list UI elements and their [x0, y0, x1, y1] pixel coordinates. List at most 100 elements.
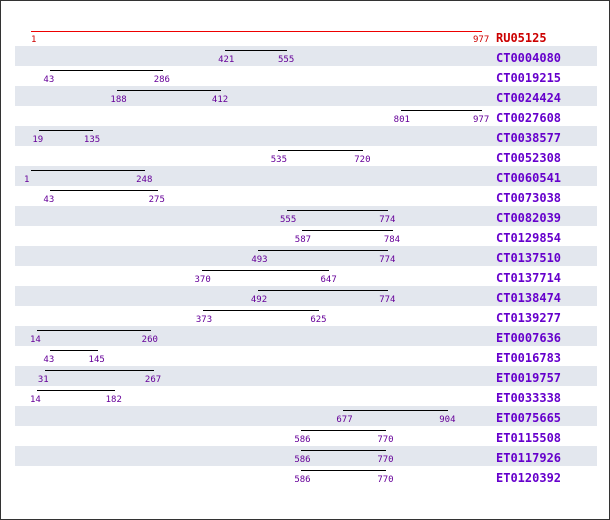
alignment-row: 555 774 CT0082039: [15, 206, 597, 226]
end-coordinate: 286: [153, 75, 170, 85]
alignment-row: 1 248 CT0060541: [15, 166, 597, 186]
start-coordinate: 493: [251, 255, 268, 265]
alignment-span-line: [117, 90, 221, 91]
sequence-id-link[interactable]: ET0016783: [496, 351, 562, 365]
start-coordinate: 586: [294, 475, 311, 485]
alignment-span-line: [301, 450, 387, 451]
end-coordinate: 774: [379, 255, 396, 265]
alignment-span-line: [31, 170, 146, 171]
end-coordinate: 770: [377, 435, 394, 445]
alignment-row: 43 286 CT0019215: [15, 66, 597, 86]
end-coordinate: 720: [354, 155, 371, 165]
sequence-id-link[interactable]: CT0138474: [496, 291, 562, 305]
alignment-row: 43 275 CT0073038: [15, 186, 597, 206]
alignment-row: 19 135 CT0038577: [15, 126, 597, 146]
start-coordinate: 373: [195, 315, 213, 325]
sequence-id-link[interactable]: CT0137714: [496, 271, 562, 285]
alignment-row: 188 412 CT0024424: [15, 86, 597, 106]
sequence-id-link[interactable]: CT0082039: [496, 211, 562, 225]
start-coordinate: 586: [294, 455, 311, 465]
sequence-id-link[interactable]: CT0038577: [496, 131, 562, 145]
end-coordinate: 135: [83, 135, 101, 145]
alignment-row: 586 770 ET0120392: [15, 466, 597, 486]
end-coordinate: 904: [439, 415, 456, 425]
alignment-row: 677 904 ET0075665: [15, 406, 597, 426]
start-coordinate: 188: [110, 95, 127, 105]
sequence-id-link[interactable]: CT0073038: [496, 191, 562, 205]
alignment-span-line: [257, 290, 389, 291]
alignment-row: 801 977 CT0027608: [15, 106, 597, 126]
reference-row: 1 977 RU05125: [15, 26, 597, 46]
sequence-id-link[interactable]: CT0129854: [496, 231, 562, 245]
sequence-id-link[interactable]: CT0052308: [496, 151, 562, 165]
start-coordinate: 43: [43, 75, 55, 85]
alignment-row: 587 784 CT0129854: [15, 226, 597, 246]
sequence-id-link[interactable]: ET0033338: [496, 391, 562, 405]
alignment-row: 535 720 CT0052308: [15, 146, 597, 166]
start-coordinate: 801: [393, 115, 410, 125]
alignment-span-line: [50, 350, 98, 351]
end-coordinate: 182: [105, 395, 122, 405]
end-coordinate: 625: [310, 315, 327, 325]
reference-id-link[interactable]: RU05125: [496, 31, 547, 45]
start-coordinate: 31: [37, 375, 49, 385]
alignment-span-line: [301, 230, 393, 231]
alignment-row: 586 770 ET0115508: [15, 426, 597, 446]
sequence-id-link[interactable]: ET0115508: [496, 431, 562, 445]
sequence-id-link[interactable]: CT0019215: [496, 71, 562, 85]
alignment-row: 421 555 CT0004080: [15, 46, 597, 66]
sequence-id-link[interactable]: CT0060541: [496, 171, 562, 185]
end-coordinate: 267: [144, 375, 162, 385]
alignment-span-line: [39, 130, 93, 131]
end-coordinate: 260: [141, 335, 158, 345]
alignment-span-line: [301, 470, 387, 471]
alignment-row: 370 647 CT0137714: [15, 266, 597, 286]
end-coordinate: 774: [379, 215, 396, 225]
start-coordinate: 19: [32, 135, 44, 145]
alignment-row: 493 774 CT0137510: [15, 246, 597, 266]
alignment-span-line: [400, 110, 482, 111]
sequence-id-link[interactable]: ET0117926: [496, 451, 562, 465]
start-coordinate: 1: [24, 175, 30, 185]
alignment-row: 14 260 ET0007636: [15, 326, 597, 346]
alignment-span-line: [37, 330, 151, 331]
end-coordinate: 977: [473, 115, 490, 125]
start-coordinate: 14: [30, 335, 41, 345]
end-coordinate: 555: [277, 55, 295, 65]
end-coordinate: 275: [148, 195, 165, 205]
sequence-id-link[interactable]: ET0075665: [496, 411, 562, 425]
end-coordinate: 770: [377, 455, 394, 465]
sequence-id-link[interactable]: ET0019757: [496, 371, 562, 385]
alignment-row: 14 182 ET0033338: [15, 386, 597, 406]
sequence-id-link[interactable]: CT0027608: [496, 111, 562, 125]
sequence-id-link[interactable]: CT0139277: [496, 311, 562, 325]
sequence-id-link[interactable]: ET0120392: [496, 471, 562, 485]
sequence-id-link[interactable]: CT0004080: [496, 51, 562, 65]
alignment-span-line: [44, 370, 154, 371]
sequence-id-link[interactable]: CT0137510: [496, 251, 562, 265]
sequence-id-link[interactable]: ET0007636: [496, 331, 562, 345]
start-coordinate: 1: [31, 35, 37, 45]
start-coordinate: 14: [30, 395, 41, 405]
alignment-row: 43 145 ET0016783: [15, 346, 597, 366]
alignment-row: 586 770 ET0117926: [15, 446, 597, 466]
start-coordinate: 587: [294, 235, 312, 245]
alignment-row: 373 625 CT0139277: [15, 306, 597, 326]
alignment-span-line: [258, 250, 389, 251]
start-coordinate: 535: [270, 155, 288, 165]
alignment-row: 492 774 CT0138474: [15, 286, 597, 306]
alignment-span-line: [202, 310, 320, 311]
start-coordinate: 370: [194, 275, 211, 285]
start-coordinate: 586: [294, 435, 311, 445]
end-coordinate: 770: [377, 475, 394, 485]
alignment-span-line: [225, 50, 287, 51]
start-coordinate: 43: [43, 355, 55, 365]
end-coordinate: 977: [473, 35, 490, 45]
alignment-span-line: [50, 70, 163, 71]
alignment-span-line: [343, 410, 449, 411]
reference-span-line: [31, 31, 482, 32]
start-coordinate: 421: [218, 55, 235, 65]
sequence-id-link[interactable]: CT0024424: [496, 91, 562, 105]
end-coordinate: 248: [136, 175, 153, 185]
